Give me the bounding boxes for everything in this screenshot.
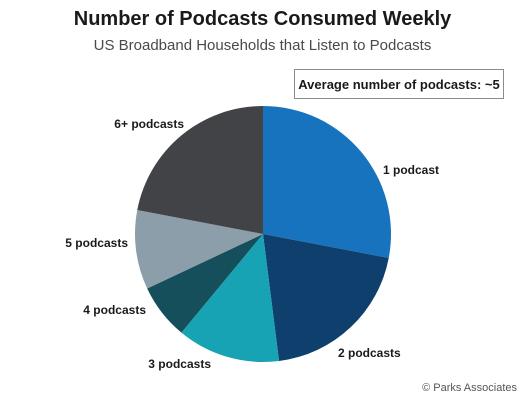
source-credit: © Parks Associates [422,382,517,394]
pie-slice-6-podcasts [137,106,263,234]
slice-label: 2 podcasts [338,346,401,360]
pie-slice-2-podcasts [263,234,389,361]
pie-slice-4-podcasts [147,234,263,333]
pie-slice-1-podcast [263,106,391,258]
pie-labels: 1 podcast 2 podcasts 3 podcasts 4 podcasts 5… [65,117,439,371]
chart-subtitle: US Broadband Households that Listen to P… [93,37,432,54]
slice-label: 3 podcasts [148,357,211,371]
slice-label: 6+ podcasts [114,117,184,131]
pie-slice-5-podcasts [135,210,263,289]
average-annotation-box: Average number of podcasts: ~5 [294,69,504,99]
slice-label: 5 podcasts [65,236,128,250]
pie-slice-3-podcasts [181,234,280,362]
chart-title: Number of Podcasts Consumed Weekly [73,8,452,30]
slice-label: 1 podcast [383,163,439,177]
pie-slices [135,106,391,362]
slice-label: 4 podcasts [83,303,146,317]
